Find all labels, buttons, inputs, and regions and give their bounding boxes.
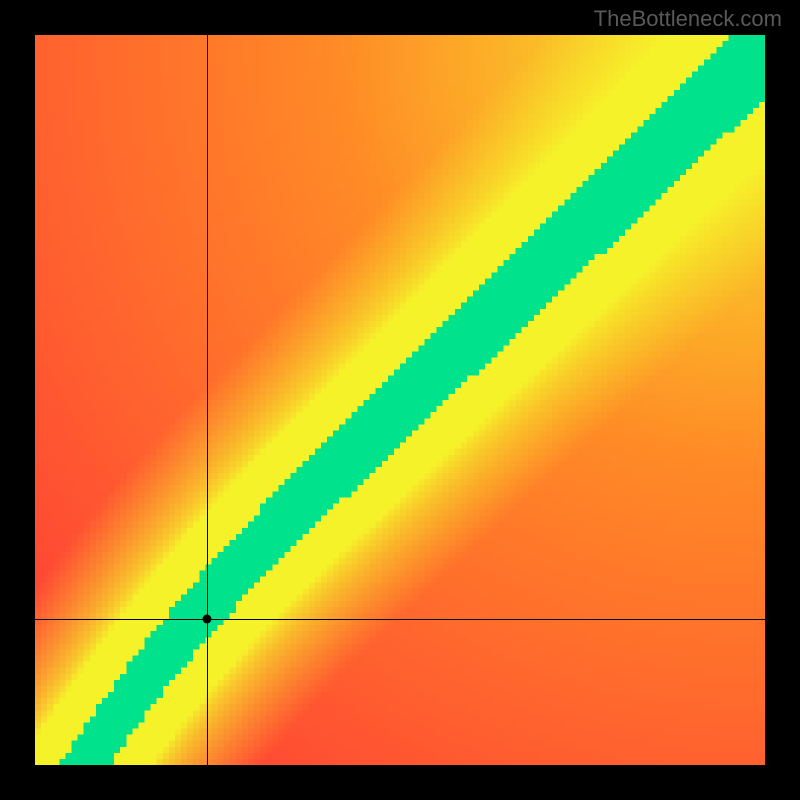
heatmap-plot (35, 35, 765, 765)
crosshair-vertical (207, 35, 208, 765)
crosshair-horizontal (35, 619, 765, 620)
marker-dot (202, 615, 211, 624)
watermark-text: TheBottleneck.com (594, 6, 782, 32)
heatmap-canvas (35, 35, 765, 765)
